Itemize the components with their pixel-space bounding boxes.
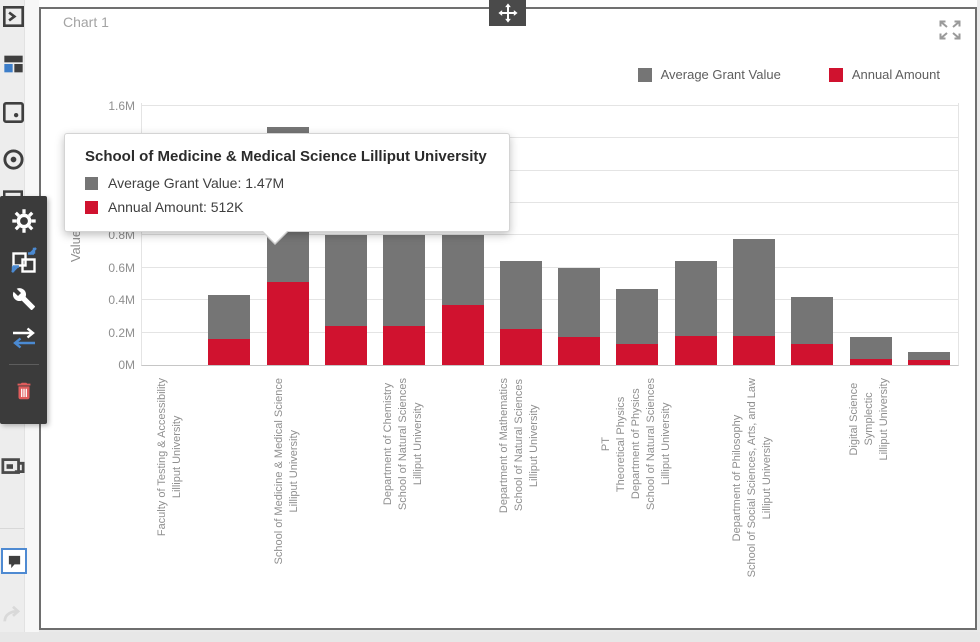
- bar-slot: [200, 103, 258, 365]
- tooltip-rows: Average Grant Value: 1.47M Annual Amount:…: [85, 175, 489, 215]
- toolbar-divider: [8, 364, 39, 365]
- trash-icon: [17, 382, 30, 400]
- x-category-label: Digital Science Symplectic Lilliput Univ…: [848, 378, 891, 461]
- x-label-slot: School of Medicine & Medical Science Lil…: [258, 378, 316, 564]
- x-label-slot: Digital Science Symplectic Lilliput Univ…: [840, 378, 898, 461]
- x-category-label: Department of Philosophy School of Socia…: [731, 378, 774, 578]
- bar-annual-amount[interactable]: [208, 339, 251, 365]
- bar-slot: [317, 103, 375, 365]
- image-icon[interactable]: [1, 99, 25, 125]
- bar-slot: [725, 103, 783, 365]
- gridline: [142, 169, 958, 171]
- dashboard-icon[interactable]: [1, 51, 25, 77]
- x-category-label: Faculty of Testing & Accessibility Lilli…: [156, 378, 184, 537]
- x-axis-labels: Faculty of Testing & Accessibility Lilli…: [141, 378, 957, 618]
- gridline: [142, 202, 958, 203]
- move-icon: [497, 3, 518, 23]
- gridline: [142, 104, 958, 106]
- tooltip-series-swatch: [85, 200, 98, 214]
- bar-annual-amount[interactable]: [674, 335, 717, 365]
- bar-slot: [492, 103, 550, 365]
- x-category-label: Department of Mathematics School of Natu…: [498, 378, 541, 514]
- x-category-label: Department of Chemistry School of Natura…: [381, 378, 424, 511]
- y-tick-label: 0M: [118, 358, 135, 372]
- bar-slot: [375, 103, 433, 365]
- tooltip-row: Average Grant Value: 1.47M: [85, 175, 489, 191]
- legend-label: Average Grant Value: [660, 67, 781, 82]
- legend: Average Grant Value Annual Amount: [637, 67, 940, 82]
- bar-annual-amount[interactable]: [383, 326, 426, 365]
- bar-slot: [900, 103, 958, 365]
- settings-button[interactable]: [9, 206, 39, 236]
- legend-swatch: [637, 67, 652, 82]
- sidebar-divider: [0, 528, 24, 529]
- wrench-button[interactable]: [9, 284, 39, 314]
- tooltip-series-value: Annual Amount: 512K: [108, 199, 244, 215]
- legend-swatch: [828, 67, 843, 82]
- wrench-icon: [12, 288, 35, 310]
- expand-button[interactable]: [936, 18, 964, 42]
- widget-title: Chart 1: [63, 14, 109, 30]
- chart-bubble-icon-selected[interactable]: [1, 548, 27, 574]
- legend-item[interactable]: Average Grant Value: [637, 67, 781, 82]
- chart-tooltip: School of Medicine & Medical Science Lil…: [64, 133, 510, 245]
- bar-annual-amount[interactable]: [499, 329, 542, 365]
- bar-annual-amount[interactable]: [266, 282, 309, 365]
- y-tick-label: 0.6M: [108, 260, 135, 275]
- x-label-slot: PT Theoretical Physics Department of Phy…: [600, 378, 672, 510]
- bar-annual-amount[interactable]: [616, 343, 659, 365]
- bar-annual-amount[interactable]: [441, 305, 484, 365]
- bar-slot: [841, 103, 899, 365]
- move-handle[interactable]: [489, 0, 526, 26]
- bar-annual-amount[interactable]: [907, 360, 950, 365]
- gridline: [142, 234, 958, 236]
- bar-slot: [550, 103, 608, 365]
- redo-faint-icon[interactable]: [1, 602, 25, 628]
- bar-annual-amount[interactable]: [324, 326, 367, 365]
- y-tick-label: 0.4M: [108, 293, 135, 308]
- y-tick-label: 1.6M: [108, 98, 135, 113]
- x-label-slot: Department of Chemistry School of Natura…: [374, 378, 432, 510]
- tooltip-arrow-fill: [263, 231, 287, 243]
- target-icon[interactable]: [1, 146, 25, 172]
- x-category-label: School of Medicine & Medical Science Lil…: [272, 378, 300, 565]
- element-toolbar: [0, 196, 47, 424]
- swap-button[interactable]: [9, 245, 39, 275]
- gridline: [142, 331, 958, 333]
- bar-annual-amount[interactable]: [849, 358, 892, 365]
- label-frame-icon[interactable]: [1, 451, 25, 483]
- bar-slot: [783, 103, 841, 365]
- bar-slot: [608, 103, 666, 365]
- bar-slot: [433, 103, 491, 365]
- x-category-label: PT Theoretical Physics Department of Phy…: [599, 378, 672, 511]
- gear-icon: [11, 209, 36, 233]
- swap-icon: [10, 247, 37, 273]
- transfer-button[interactable]: [9, 323, 39, 353]
- canvas-bottom-strip: [0, 632, 980, 642]
- legend-label: Annual Amount: [851, 67, 940, 82]
- gridline: [142, 137, 958, 139]
- gridline: [142, 299, 958, 301]
- y-tick-label: 0.2M: [108, 325, 135, 340]
- console-icon[interactable]: [1, 3, 25, 29]
- x-label-slot: Faculty of Testing & Accessibility Lilli…: [141, 378, 199, 536]
- bar-annual-amount[interactable]: [732, 335, 775, 365]
- legend-item[interactable]: Annual Amount: [828, 67, 940, 82]
- bar-annual-amount[interactable]: [558, 337, 601, 365]
- expand-icon: [939, 20, 961, 40]
- bar-annual-amount[interactable]: [791, 343, 834, 365]
- tooltip-series-value: Average Grant Value: 1.47M: [108, 175, 285, 191]
- tooltip-row: Annual Amount: 512K: [85, 199, 489, 215]
- bar-slot: [667, 103, 725, 365]
- tooltip-title: School of Medicine & Medical Science Lil…: [85, 148, 487, 165]
- x-label-slot: Department of Mathematics School of Natu…: [491, 378, 549, 513]
- delete-button[interactable]: [9, 376, 39, 406]
- tooltip-series-swatch: [85, 176, 98, 190]
- transfer-arrows-icon: [12, 327, 35, 349]
- x-label-slot: Department of Philosophy School of Socia…: [724, 378, 782, 577]
- gridline: [142, 266, 958, 268]
